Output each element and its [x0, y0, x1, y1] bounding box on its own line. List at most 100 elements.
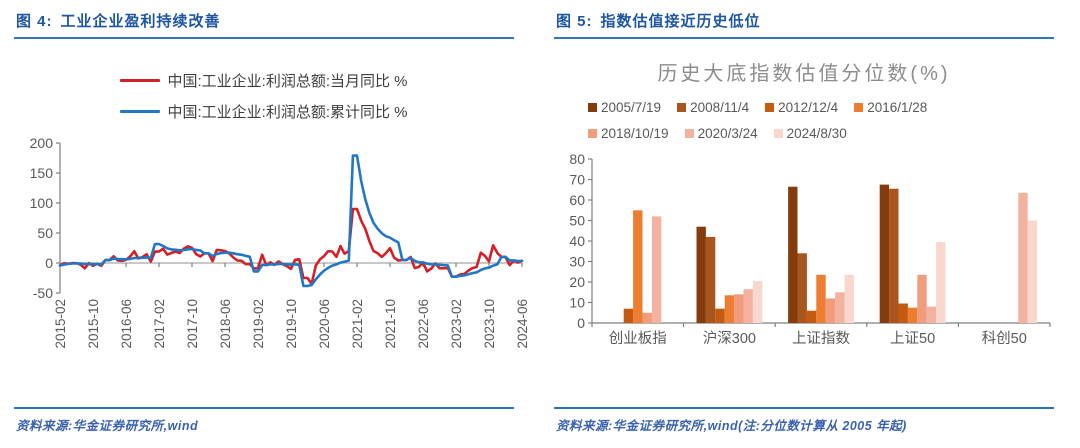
- legend-label: 2008/11/4: [690, 100, 750, 115]
- legend-label: 2018/10/19: [601, 126, 669, 141]
- x-tick-label: 2019-10: [284, 299, 299, 349]
- bar-沪深300-2016/1/28: [724, 295, 735, 323]
- legend-label: 2024/8/30: [786, 126, 847, 141]
- bar-上证50-2012/12/4: [898, 303, 908, 323]
- legend-label: 中国:工业企业:利润总额:当月同比 %: [167, 73, 408, 90]
- legend-color-swatch: [854, 103, 864, 112]
- bar-沪深300-2005/7/19: [696, 226, 706, 323]
- bar-上证指数-2018/10/19: [825, 298, 836, 323]
- bar-上证50-2024/8/30: [936, 242, 946, 323]
- x-tick-label: 2015-10: [86, 299, 101, 349]
- cumulative-yoy-line: [58, 154, 524, 288]
- legend-color-swatch: [684, 129, 694, 138]
- y-tick-label: 0: [577, 315, 585, 331]
- y-tick-label: 70: [569, 172, 585, 188]
- x-tick-label: 2020-06: [317, 299, 332, 349]
- y-tick-label: 50: [37, 225, 53, 241]
- y-tick-label: 40: [569, 233, 585, 249]
- bar-上证50-2016/1/28: [907, 307, 918, 323]
- legend-line-swatch: [120, 109, 161, 114]
- x-tick-label: 2017-10: [185, 299, 200, 349]
- category-label: 上证指数: [792, 330, 850, 347]
- bar-上证50-2005/7/19: [879, 184, 890, 323]
- bar-创业板指-2016/1/28: [633, 210, 643, 324]
- bar-创业板指-2020/3/24: [651, 216, 662, 323]
- figure-5-label: 图 5:: [556, 13, 593, 30]
- legend-item: 2020/3/24: [684, 126, 758, 141]
- figure-5-title: 指数估值接近历史低位: [600, 13, 761, 30]
- bar-创业板指-2012/12/4: [623, 308, 634, 323]
- bar-沪深300-2012/12/4: [715, 308, 725, 323]
- category-label: 上证50: [890, 330, 935, 347]
- legend-label: 2012/12/4: [778, 100, 839, 115]
- legend-color-swatch: [588, 129, 597, 138]
- profit-line-chart: 200 150 100 50 0 -50 2015-02 2015-10 2016-06 2017…: [14, 135, 530, 378]
- y-tick-label: 0: [45, 255, 53, 271]
- figure-4-source: 资料来源:华金证券研究所,wind: [14, 407, 514, 448]
- legend-color-swatch: [773, 129, 783, 138]
- figure-4-title: 工业企业盈利持续改善: [60, 13, 221, 30]
- x-tick-label: 2017-02: [152, 299, 167, 349]
- legend-color-swatch: [677, 103, 687, 112]
- x-tick-label: 2019-02: [251, 299, 266, 349]
- bar-上证50-2020/3/24: [926, 306, 937, 323]
- legend-label: 中国:工业企业:利润总额:累计同比 %: [167, 104, 408, 121]
- y-tick-label: 200: [30, 137, 54, 151]
- y-tick-label: 150: [30, 165, 54, 181]
- x-tick-label: 2022-06: [416, 299, 431, 349]
- bar-上证指数-2012/12/4: [806, 310, 817, 323]
- y-tick-label: 10: [569, 295, 585, 311]
- legend-color-swatch: [765, 103, 775, 112]
- x-tick-label: 2015-02: [53, 299, 68, 349]
- x-tick-label: 2023-10: [482, 299, 497, 349]
- bar-chart-title: 历史大底指数估值分位数(%): [657, 63, 951, 85]
- category-label: 沪深300: [703, 330, 756, 347]
- line-chart-legend: 中国:工业企业:利润总额:当月同比 % 中国:工业企业:利润总额:累计同比 %: [120, 65, 408, 127]
- legend-item: 2012/12/4: [765, 100, 838, 115]
- legend-color-swatch: [588, 103, 597, 112]
- legend-label: 2016/1/28: [867, 100, 928, 115]
- legend-item: 2016/1/28: [854, 100, 927, 115]
- bar-沪深300-2018/10/19: [734, 294, 744, 323]
- y-tick-label: 50: [569, 213, 585, 229]
- x-tick-label: 2021-02: [350, 299, 365, 349]
- bar-创业板指-2018/10/19: [642, 312, 652, 324]
- y-tick-label: -50: [33, 285, 53, 301]
- bar-沪深300-2024/8/30: [752, 281, 763, 323]
- bar-上证指数-2005/7/19: [788, 186, 798, 323]
- y-tick-label: 60: [569, 192, 585, 208]
- bar-上证指数-2020/3/24: [835, 292, 845, 324]
- legend-item: 2018/10/19: [588, 126, 669, 141]
- figure-4-header: 图 4: 工业企业盈利持续改善: [14, 0, 514, 39]
- valuation-bar-chart: 80 70 60 50 40 30 20 10 0 创业板指 沪深300 上证指数 上证50 科创50: [554, 151, 1054, 356]
- category-label: 创业板指: [609, 329, 667, 347]
- legend-item: 中国:工业企业:利润总额:累计同比 %: [120, 96, 408, 127]
- bar-上证指数-2008/11/4: [797, 253, 807, 323]
- legend-label: 2020/3/24: [697, 126, 758, 141]
- x-tick-label: 2018-06: [218, 299, 233, 349]
- legend-label: 2005/7/19: [601, 100, 662, 115]
- y-tick-label: 20: [569, 274, 585, 290]
- figure-5-panel: 图 5: 指数估值接近历史低位 历史大底指数估值分位数(%) 2005/7/19 2…: [540, 0, 1080, 448]
- bar-chart-legend: 2005/7/19 2008/11/4 2012/12/4 2016/1/28 2018…: [588, 100, 1020, 141]
- monthly-yoy-line: [58, 207, 524, 286]
- category-label: 科创50: [982, 330, 1027, 347]
- legend-item: 2005/7/19: [588, 100, 661, 115]
- bar-科创50-2024/8/30: [1027, 220, 1038, 323]
- bar-沪深300-2020/3/24: [743, 289, 753, 323]
- figure-5-header: 图 5: 指数估值接近历史低位: [554, 0, 1054, 39]
- x-tick-label: 2021-10: [383, 299, 398, 349]
- legend-item: 2024/8/30: [773, 126, 847, 141]
- y-tick-label: 80: [569, 151, 585, 167]
- bar-上证50-2008/11/4: [889, 188, 899, 323]
- bar-沪深300-2008/11/4: [705, 236, 716, 323]
- bar-上证指数-2016/1/28: [816, 274, 826, 323]
- bar-科创50-2020/3/24: [1018, 192, 1028, 323]
- legend-item: 中国:工业企业:利润总额:当月同比 %: [120, 65, 408, 96]
- figure-5-source: 资料来源:华金证券研究所,wind(注:分位数计算从 2005 年起): [554, 407, 1054, 448]
- x-tick-label: 2023-02: [449, 299, 464, 349]
- x-tick-label: 2016-06: [119, 299, 134, 349]
- valuation-bar-chart-svg: 80 70 60 50 40 30 20 10 0 创业板指 沪深300 上证指数 上证50 科创50: [569, 151, 1051, 347]
